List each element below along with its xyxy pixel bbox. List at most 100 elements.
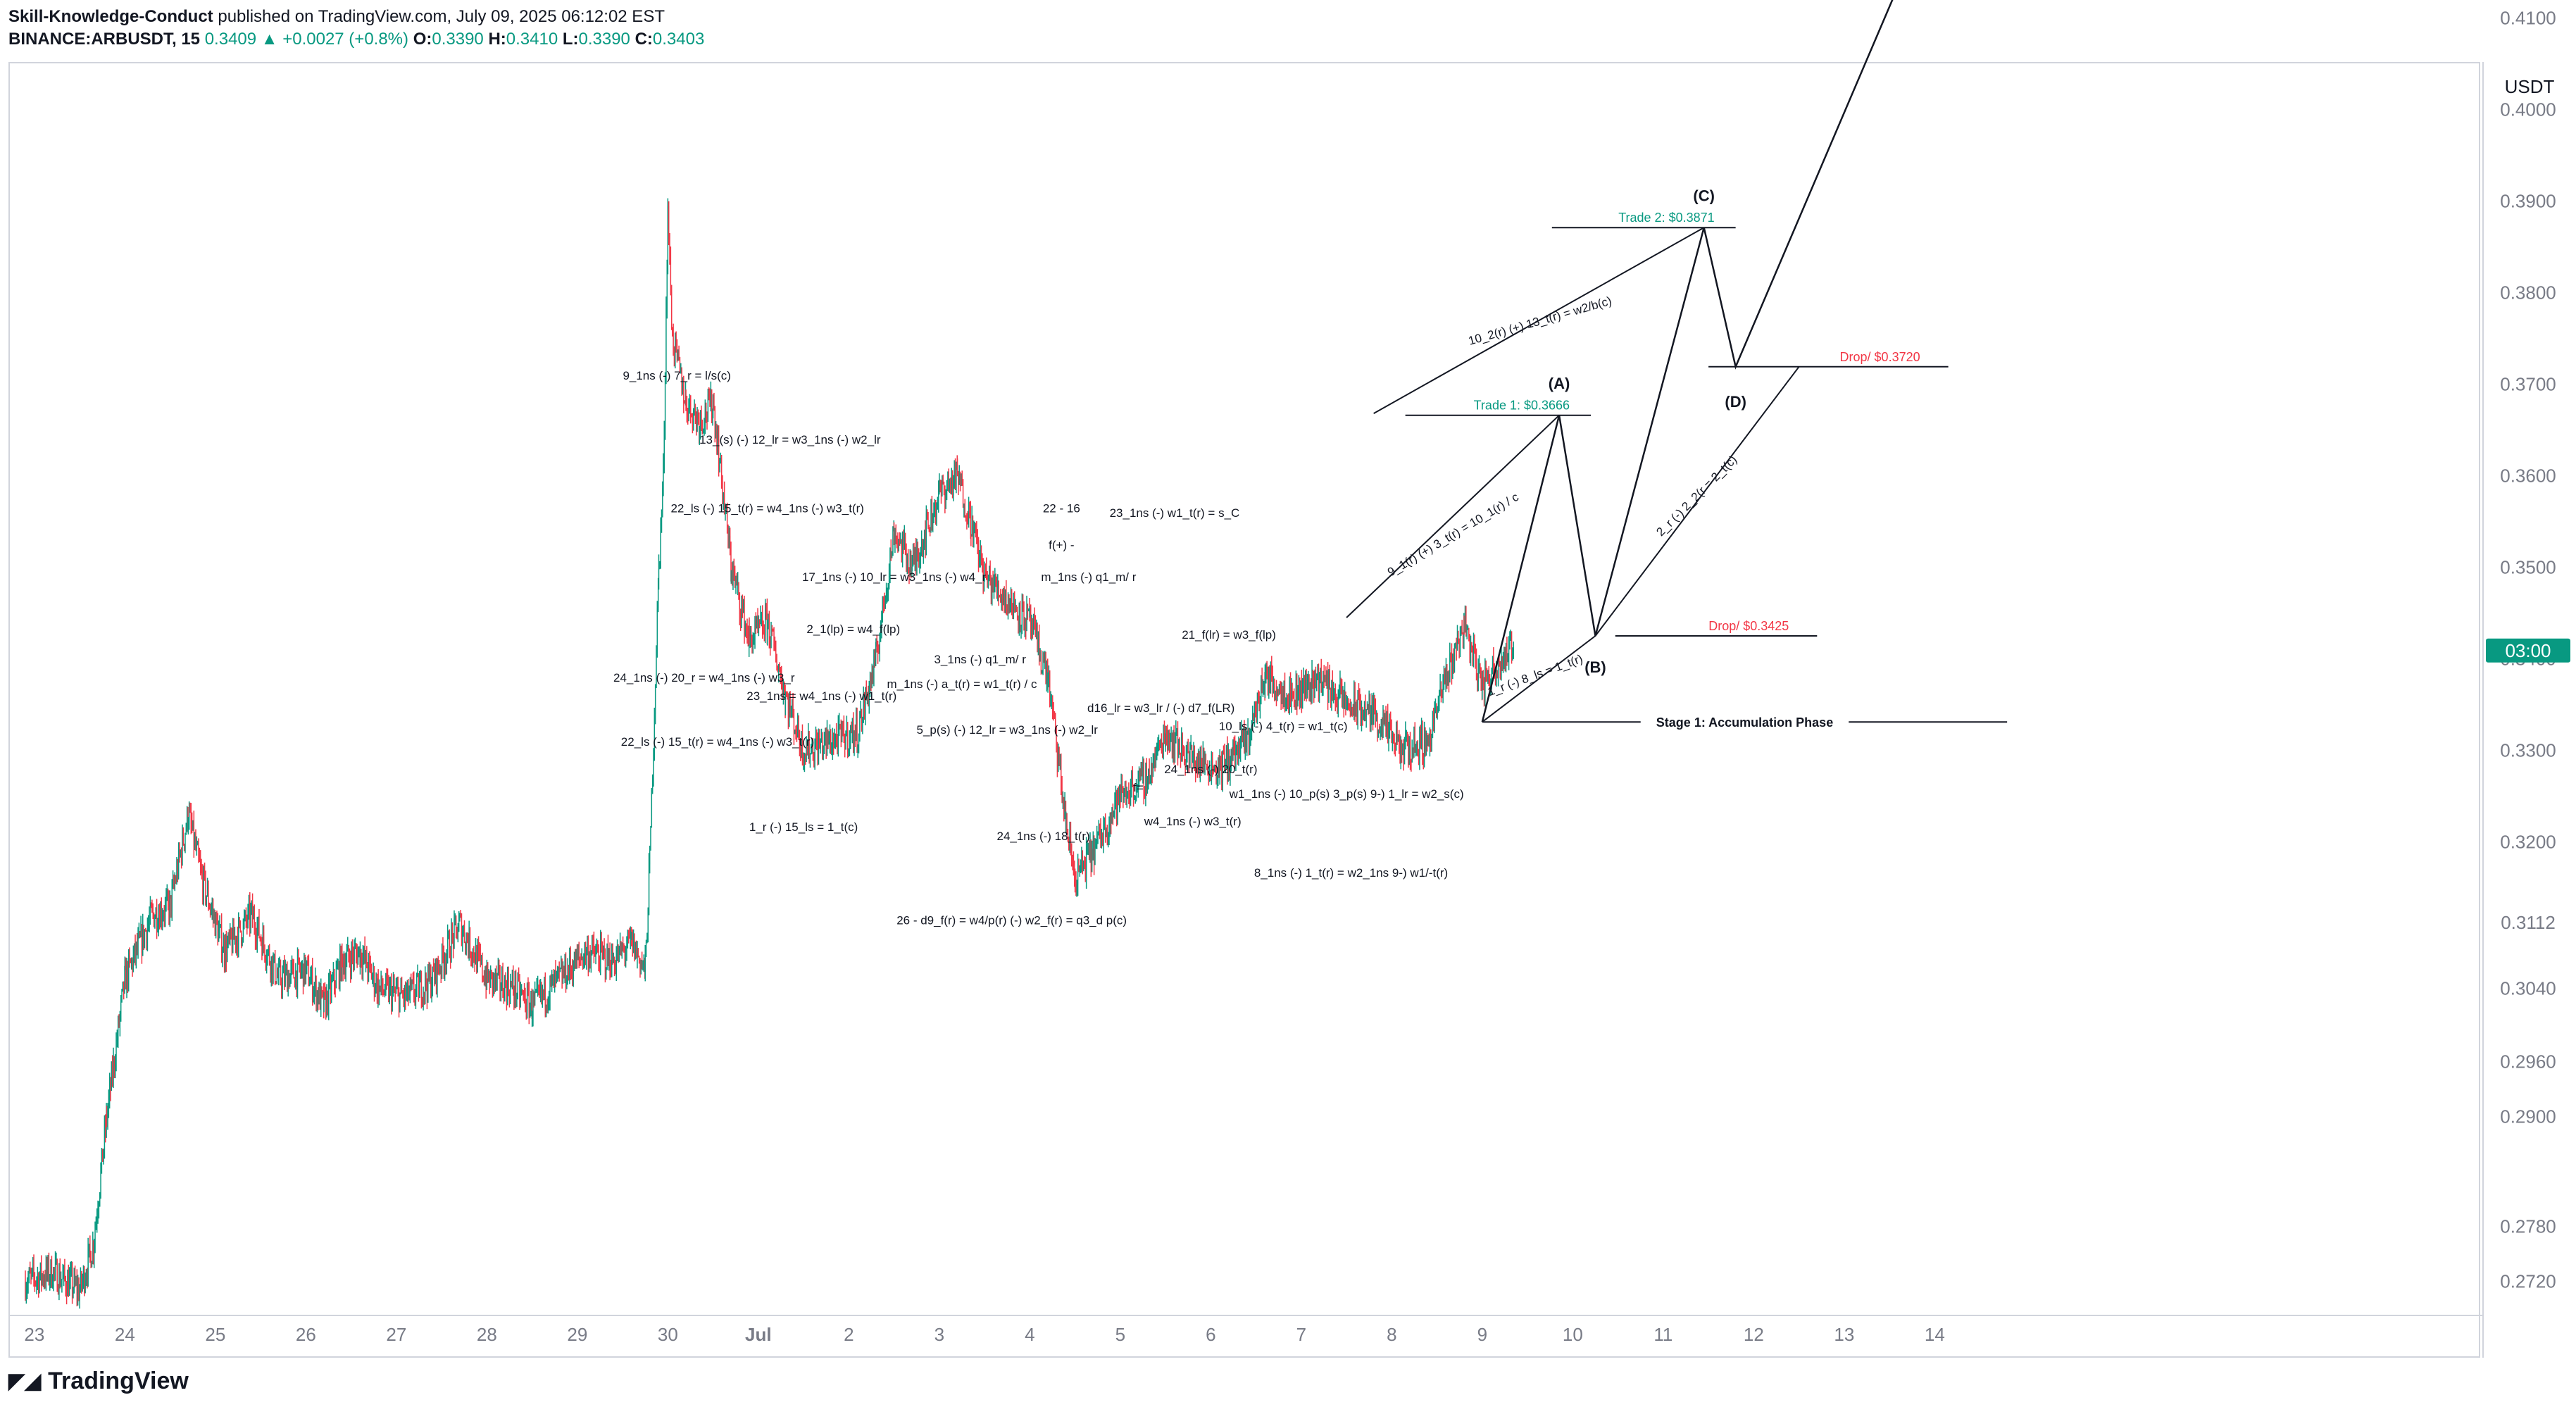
candle xyxy=(1393,732,1394,742)
candle xyxy=(1265,663,1267,672)
candle xyxy=(242,939,243,942)
candle xyxy=(297,958,298,989)
candle xyxy=(601,946,603,952)
candle xyxy=(906,544,907,563)
candle xyxy=(1000,595,1001,603)
candle xyxy=(1196,764,1197,771)
candle xyxy=(1289,679,1290,706)
candle xyxy=(1476,659,1477,680)
candle xyxy=(475,946,476,965)
candle xyxy=(1018,616,1019,625)
candle xyxy=(78,1284,80,1300)
x-tick-label: 10 xyxy=(1563,1324,1583,1345)
candle xyxy=(1512,657,1513,661)
candle xyxy=(284,966,285,982)
candle xyxy=(1171,734,1173,752)
candle xyxy=(652,782,654,789)
candle xyxy=(1419,728,1420,761)
annotation: 23_1ns (-) w1_t(r) = s_C xyxy=(1110,506,1240,520)
chart-frame[interactable] xyxy=(8,62,2480,1358)
candle xyxy=(1427,737,1429,745)
candle xyxy=(135,944,136,958)
candle xyxy=(1175,732,1177,736)
candle xyxy=(859,717,861,736)
candle xyxy=(436,960,437,987)
candle xyxy=(135,942,137,958)
candle xyxy=(965,517,967,518)
tradingview-logo[interactable]: ◤◢ TradingView xyxy=(8,1368,189,1395)
candle xyxy=(890,549,892,556)
candle xyxy=(670,254,671,293)
candle xyxy=(875,645,877,665)
current-price-label: 03:00 xyxy=(2505,640,2551,661)
candle xyxy=(484,976,486,984)
candle xyxy=(708,394,710,397)
candle xyxy=(1330,688,1332,701)
x-tick-label: 6 xyxy=(1206,1324,1215,1345)
annotation: 24_1ns (-) 20_r = w4_1ns (-) w3_r xyxy=(613,671,795,684)
candle xyxy=(1189,747,1191,761)
author-name[interactable]: Skill-Knowledge-Conduct xyxy=(8,7,213,26)
candle xyxy=(730,551,732,575)
candle xyxy=(1084,865,1086,878)
candle xyxy=(539,989,540,994)
candle xyxy=(306,961,308,965)
candle xyxy=(157,927,158,929)
candle xyxy=(842,722,844,727)
candle xyxy=(938,491,939,502)
trend-line[interactable] xyxy=(1594,366,1800,637)
symbol-name[interactable]: BINANCE:ARBUSDT, 15 xyxy=(8,30,201,49)
candle xyxy=(711,389,713,418)
candle xyxy=(146,927,148,943)
candle xyxy=(976,526,977,540)
candle xyxy=(28,1270,30,1280)
candle xyxy=(428,966,430,980)
trend-line[interactable] xyxy=(1482,635,1596,723)
wave-path[interactable] xyxy=(1481,0,1935,723)
candle xyxy=(518,976,520,980)
candle xyxy=(1221,760,1223,783)
candle xyxy=(80,1272,81,1291)
candle xyxy=(1002,599,1003,603)
trend-line[interactable] xyxy=(1373,227,1705,414)
candle xyxy=(149,918,150,924)
candle xyxy=(1342,689,1344,701)
candle xyxy=(1017,611,1018,617)
candle xyxy=(1253,713,1254,717)
candle xyxy=(1402,749,1403,755)
candle xyxy=(1074,870,1075,877)
candle xyxy=(166,892,168,898)
candle xyxy=(89,1244,91,1253)
candle xyxy=(1263,680,1265,687)
candle xyxy=(42,1275,44,1282)
candle xyxy=(281,982,282,990)
candle xyxy=(580,958,582,961)
trend-line[interactable] xyxy=(1346,414,1560,618)
candle xyxy=(1375,705,1376,719)
candle xyxy=(312,968,313,999)
candle xyxy=(900,539,901,544)
candle xyxy=(1444,669,1446,684)
candle xyxy=(413,980,415,997)
candle xyxy=(1331,680,1332,701)
candle xyxy=(538,986,539,990)
candle xyxy=(377,980,379,1000)
candle xyxy=(432,966,433,988)
candle xyxy=(1351,707,1353,711)
candle xyxy=(754,622,756,639)
candle xyxy=(41,1263,42,1281)
candle xyxy=(786,696,787,697)
candle xyxy=(327,992,328,1011)
candle xyxy=(216,913,218,923)
x-tick-label: 4 xyxy=(1025,1324,1034,1345)
candle xyxy=(775,647,777,662)
candle xyxy=(958,473,960,484)
candle xyxy=(913,552,915,561)
candle xyxy=(1316,678,1318,681)
candle xyxy=(238,920,239,950)
candle xyxy=(935,500,937,515)
candle xyxy=(1273,682,1274,691)
candle xyxy=(1206,764,1208,768)
candle xyxy=(953,477,954,495)
